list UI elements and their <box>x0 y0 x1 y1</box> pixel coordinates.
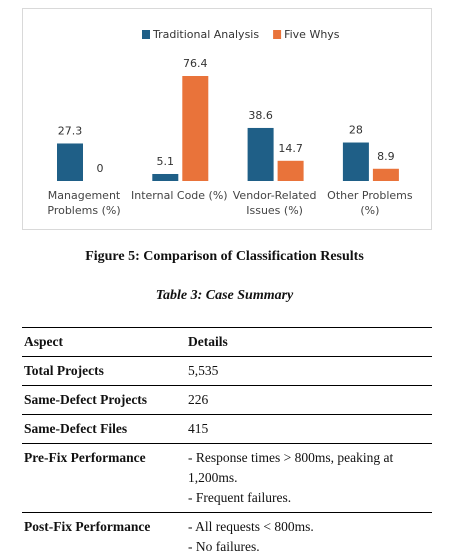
details-cell: 415 <box>186 414 432 444</box>
legend-label: Traditional Analysis <box>152 28 259 41</box>
table-row: Total Projects 5,535 <box>22 356 432 386</box>
x-tick-label: Vendor-Related Issues (%) <box>232 189 317 217</box>
legend-swatch <box>142 30 150 39</box>
detail-line: - All requests < 800ms. <box>188 519 314 534</box>
table-row: Pre-Fix Performance - Response times > 80… <box>22 443 432 513</box>
data-label: 5.1 <box>157 155 175 168</box>
data-label: 28 <box>349 124 363 137</box>
x-tick-label: Other Problems (%) <box>327 189 413 217</box>
aspect-cell: Same-Defect Projects <box>22 385 186 415</box>
aspect-cell: Total Projects <box>22 356 186 386</box>
table-row: Same-Defect Projects 226 <box>22 385 432 415</box>
bar <box>247 127 274 181</box>
bar <box>342 142 369 181</box>
bar <box>277 160 304 181</box>
aspect-cell: Same-Defect Files <box>22 414 186 444</box>
legend-swatch <box>273 30 282 39</box>
chart: Traditional Analysis Five Whys 27.3 0 5.1 76.… <box>22 8 432 230</box>
table-title: Table 3: Case Summary <box>155 288 294 303</box>
data-label: 8.9 <box>377 150 395 163</box>
details-cell: 226 <box>186 385 432 415</box>
table-header: Aspect Details <box>22 327 432 357</box>
aspect-cell: Pre-Fix Performance <box>22 443 186 513</box>
detail-line: - No failures. <box>188 539 260 554</box>
legend-label: Five Whys <box>284 28 340 41</box>
aspect-cell: Post-Fix Performance <box>22 512 186 560</box>
bar <box>57 143 83 181</box>
detail-line: 226 <box>188 392 209 407</box>
data-label: 27.3 <box>58 124 83 137</box>
data-label: 14.7 <box>278 142 303 155</box>
column-header: Aspect <box>22 327 186 357</box>
table-row: Same-Defect Files 415 <box>22 414 432 444</box>
details-cell: - Response times > 800ms, peaking at 1,2… <box>186 443 432 513</box>
bar <box>182 76 209 181</box>
bar <box>372 168 399 181</box>
table-row: Post-Fix Performance - All requests < 800… <box>22 512 432 560</box>
x-tick-label: Internal Code (%) <box>131 189 228 202</box>
detail-line: 415 <box>188 421 209 436</box>
x-tick-label: Management Problems (%) <box>47 189 121 217</box>
detail-line: 5,535 <box>188 363 219 378</box>
column-header: Details <box>186 327 432 357</box>
table: Aspect Details Total Projects 5,535 Same-D… <box>22 327 432 560</box>
detail-line: - Frequent failures. <box>188 490 292 505</box>
bar <box>152 173 179 181</box>
data-label: 76.4 <box>183 57 208 70</box>
detail-line: - Response times > 800ms, peaking at 1,2… <box>188 450 394 485</box>
figure-caption: Figure 5: Comparison of Classification R… <box>85 249 364 264</box>
data-label: 0 <box>97 162 104 175</box>
details-cell: 5,535 <box>186 356 432 386</box>
details-cell: - All requests < 800ms. - No failures. <box>186 512 432 560</box>
data-label: 38.6 <box>248 109 273 122</box>
